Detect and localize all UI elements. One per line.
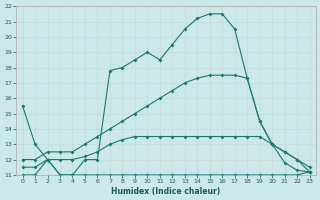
X-axis label: Humidex (Indice chaleur): Humidex (Indice chaleur)	[111, 187, 221, 196]
